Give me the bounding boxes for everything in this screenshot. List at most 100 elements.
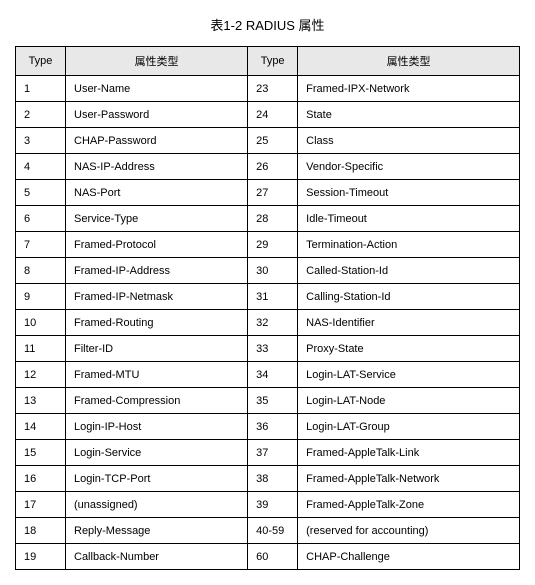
- table-row: 5NAS-Port27Session-Timeout: [16, 180, 520, 206]
- cell-attr-left: Framed-IP-Netmask: [66, 284, 248, 310]
- cell-attr-left: NAS-IP-Address: [66, 154, 248, 180]
- cell-attr-right: CHAP-Challenge: [298, 544, 520, 570]
- cell-attr-right: Framed-AppleTalk-Network: [298, 466, 520, 492]
- cell-attr-left: Login-IP-Host: [66, 414, 248, 440]
- cell-type-right: 36: [248, 414, 298, 440]
- cell-attr-left: User-Name: [66, 76, 248, 102]
- cell-type-right: 34: [248, 362, 298, 388]
- table-row: 3CHAP-Password25Class: [16, 128, 520, 154]
- cell-type-right: 38: [248, 466, 298, 492]
- table-row: 11Filter-ID33Proxy-State: [16, 336, 520, 362]
- header-attr-2: 属性类型: [298, 47, 520, 76]
- cell-type-left: 16: [16, 466, 66, 492]
- table-row: 7Framed-Protocol29Termination-Action: [16, 232, 520, 258]
- table-header-row: Type 属性类型 Type 属性类型: [16, 47, 520, 76]
- cell-attr-left: (unassigned): [66, 492, 248, 518]
- cell-attr-right: (reserved for accounting): [298, 518, 520, 544]
- cell-type-left: 9: [16, 284, 66, 310]
- cell-type-right: 37: [248, 440, 298, 466]
- cell-type-left: 17: [16, 492, 66, 518]
- cell-type-right: 28: [248, 206, 298, 232]
- cell-type-left: 12: [16, 362, 66, 388]
- table-row: 1User-Name23Framed-IPX-Network: [16, 76, 520, 102]
- cell-attr-left: Framed-Routing: [66, 310, 248, 336]
- cell-attr-right: Login-LAT-Group: [298, 414, 520, 440]
- cell-attr-right: Vendor-Specific: [298, 154, 520, 180]
- table-row: 13Framed-Compression35Login-LAT-Node: [16, 388, 520, 414]
- cell-attr-right: Class: [298, 128, 520, 154]
- cell-type-right: 32: [248, 310, 298, 336]
- cell-type-right: 33: [248, 336, 298, 362]
- cell-attr-right: Login-LAT-Service: [298, 362, 520, 388]
- cell-attr-right: Called-Station-Id: [298, 258, 520, 284]
- cell-type-right: 40-59: [248, 518, 298, 544]
- cell-type-right: 39: [248, 492, 298, 518]
- cell-type-right: 30: [248, 258, 298, 284]
- cell-attr-right: Idle-Timeout: [298, 206, 520, 232]
- header-type-1: Type: [16, 47, 66, 76]
- cell-attr-left: Service-Type: [66, 206, 248, 232]
- cell-attr-right: Framed-AppleTalk-Link: [298, 440, 520, 466]
- table-body: 1User-Name23Framed-IPX-Network2User-Pass…: [16, 76, 520, 570]
- cell-attr-left: CHAP-Password: [66, 128, 248, 154]
- cell-type-right: 26: [248, 154, 298, 180]
- cell-type-left: 14: [16, 414, 66, 440]
- table-row: 9Framed-IP-Netmask31Calling-Station-Id: [16, 284, 520, 310]
- cell-type-left: 11: [16, 336, 66, 362]
- cell-type-left: 10: [16, 310, 66, 336]
- table-row: 2User-Password24State: [16, 102, 520, 128]
- cell-type-left: 15: [16, 440, 66, 466]
- cell-type-left: 2: [16, 102, 66, 128]
- table-row: 19Callback-Number60CHAP-Challenge: [16, 544, 520, 570]
- cell-attr-right: Login-LAT-Node: [298, 388, 520, 414]
- cell-attr-left: Framed-IP-Address: [66, 258, 248, 284]
- cell-type-left: 6: [16, 206, 66, 232]
- table-row: 6Service-Type28Idle-Timeout: [16, 206, 520, 232]
- cell-type-right: 29: [248, 232, 298, 258]
- cell-type-right: 31: [248, 284, 298, 310]
- header-attr-1: 属性类型: [66, 47, 248, 76]
- cell-type-right: 24: [248, 102, 298, 128]
- cell-attr-left: Reply-Message: [66, 518, 248, 544]
- table-row: 8Framed-IP-Address30Called-Station-Id: [16, 258, 520, 284]
- cell-attr-left: Login-Service: [66, 440, 248, 466]
- table-row: 10Framed-Routing32NAS-Identifier: [16, 310, 520, 336]
- cell-attr-left: Framed-Protocol: [66, 232, 248, 258]
- cell-attr-left: Login-TCP-Port: [66, 466, 248, 492]
- table-row: 12Framed-MTU34Login-LAT-Service: [16, 362, 520, 388]
- cell-type-right: 35: [248, 388, 298, 414]
- table-row: 4NAS-IP-Address26Vendor-Specific: [16, 154, 520, 180]
- table-row: 14Login-IP-Host36Login-LAT-Group: [16, 414, 520, 440]
- cell-type-left: 18: [16, 518, 66, 544]
- cell-type-left: 13: [16, 388, 66, 414]
- cell-type-left: 1: [16, 76, 66, 102]
- table-row: 16Login-TCP-Port38Framed-AppleTalk-Netwo…: [16, 466, 520, 492]
- cell-attr-left: Filter-ID: [66, 336, 248, 362]
- cell-attr-left: User-Password: [66, 102, 248, 128]
- cell-type-right: 23: [248, 76, 298, 102]
- cell-attr-right: Calling-Station-Id: [298, 284, 520, 310]
- cell-attr-right: NAS-Identifier: [298, 310, 520, 336]
- cell-type-left: 5: [16, 180, 66, 206]
- table-row: 18Reply-Message40-59(reserved for accoun…: [16, 518, 520, 544]
- cell-attr-left: Framed-MTU: [66, 362, 248, 388]
- table-title: 表1-2 RADIUS 属性: [15, 15, 520, 34]
- table-row: 17(unassigned)39Framed-AppleTalk-Zone: [16, 492, 520, 518]
- cell-type-right: 27: [248, 180, 298, 206]
- table-row: 15Login-Service37Framed-AppleTalk-Link: [16, 440, 520, 466]
- cell-attr-right: Session-Timeout: [298, 180, 520, 206]
- header-type-2: Type: [248, 47, 298, 76]
- cell-attr-left: Callback-Number: [66, 544, 248, 570]
- cell-attr-right: Framed-AppleTalk-Zone: [298, 492, 520, 518]
- cell-type-left: 19: [16, 544, 66, 570]
- cell-attr-right: Proxy-State: [298, 336, 520, 362]
- cell-type-left: 7: [16, 232, 66, 258]
- cell-attr-right: State: [298, 102, 520, 128]
- cell-type-left: 3: [16, 128, 66, 154]
- cell-attr-right: Termination-Action: [298, 232, 520, 258]
- cell-attr-left: Framed-Compression: [66, 388, 248, 414]
- cell-type-left: 4: [16, 154, 66, 180]
- cell-type-right: 60: [248, 544, 298, 570]
- cell-attr-left: NAS-Port: [66, 180, 248, 206]
- radius-attributes-table: Type 属性类型 Type 属性类型 1User-Name23Framed-I…: [15, 46, 520, 570]
